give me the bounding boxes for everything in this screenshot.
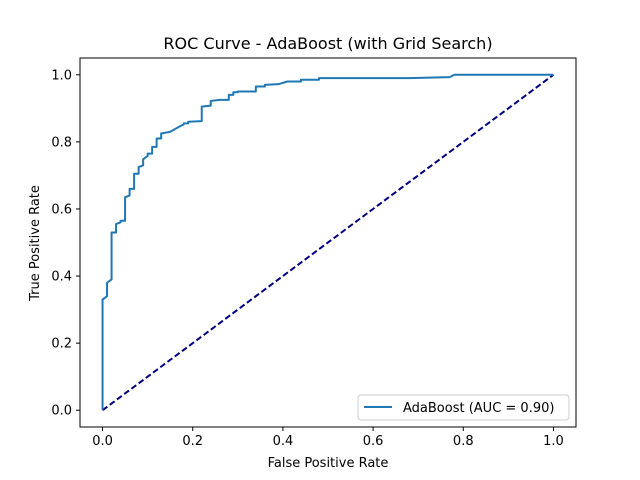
legend-box — [357, 394, 570, 421]
y-tick-label: 0.8 — [51, 135, 72, 150]
plot-frame — [79, 57, 577, 428]
x-tick-label: 0.4 — [273, 434, 294, 449]
axis-ticks: 0.0 0.2 0.4 0.6 0.8 1.0 0.0 0.2 0.4 0.6 0.8 1.0 — [51, 68, 563, 449]
y-axis-label: True Positive Rate — [28, 185, 43, 302]
x-axis-label: False Positive Rate — [268, 456, 389, 471]
chart-title: ROC Curve - AdaBoost (with Grid Search) — [163, 34, 492, 53]
plot-area — [101, 73, 555, 412]
x-tick-label: 1.0 — [543, 434, 564, 449]
x-tick-label: 0.0 — [92, 434, 113, 449]
y-tick-label: 0.4 — [51, 270, 72, 285]
x-tick-label: 0.2 — [182, 434, 203, 449]
y-tick-label: 1.0 — [51, 68, 72, 83]
x-tick-label: 0.6 — [363, 434, 384, 449]
x-tick-label: 0.8 — [453, 434, 474, 449]
chance-line — [101, 73, 555, 412]
legend-label: AdaBoost (AUC = 0.90) — [403, 401, 554, 416]
y-tick-label: 0.0 — [51, 404, 72, 419]
y-tick-label: 0.2 — [51, 337, 72, 352]
y-tick-label: 0.6 — [51, 202, 72, 217]
roc-curve-line — [101, 73, 554, 411]
legend: AdaBoost (AUC = 0.90) — [357, 394, 570, 421]
